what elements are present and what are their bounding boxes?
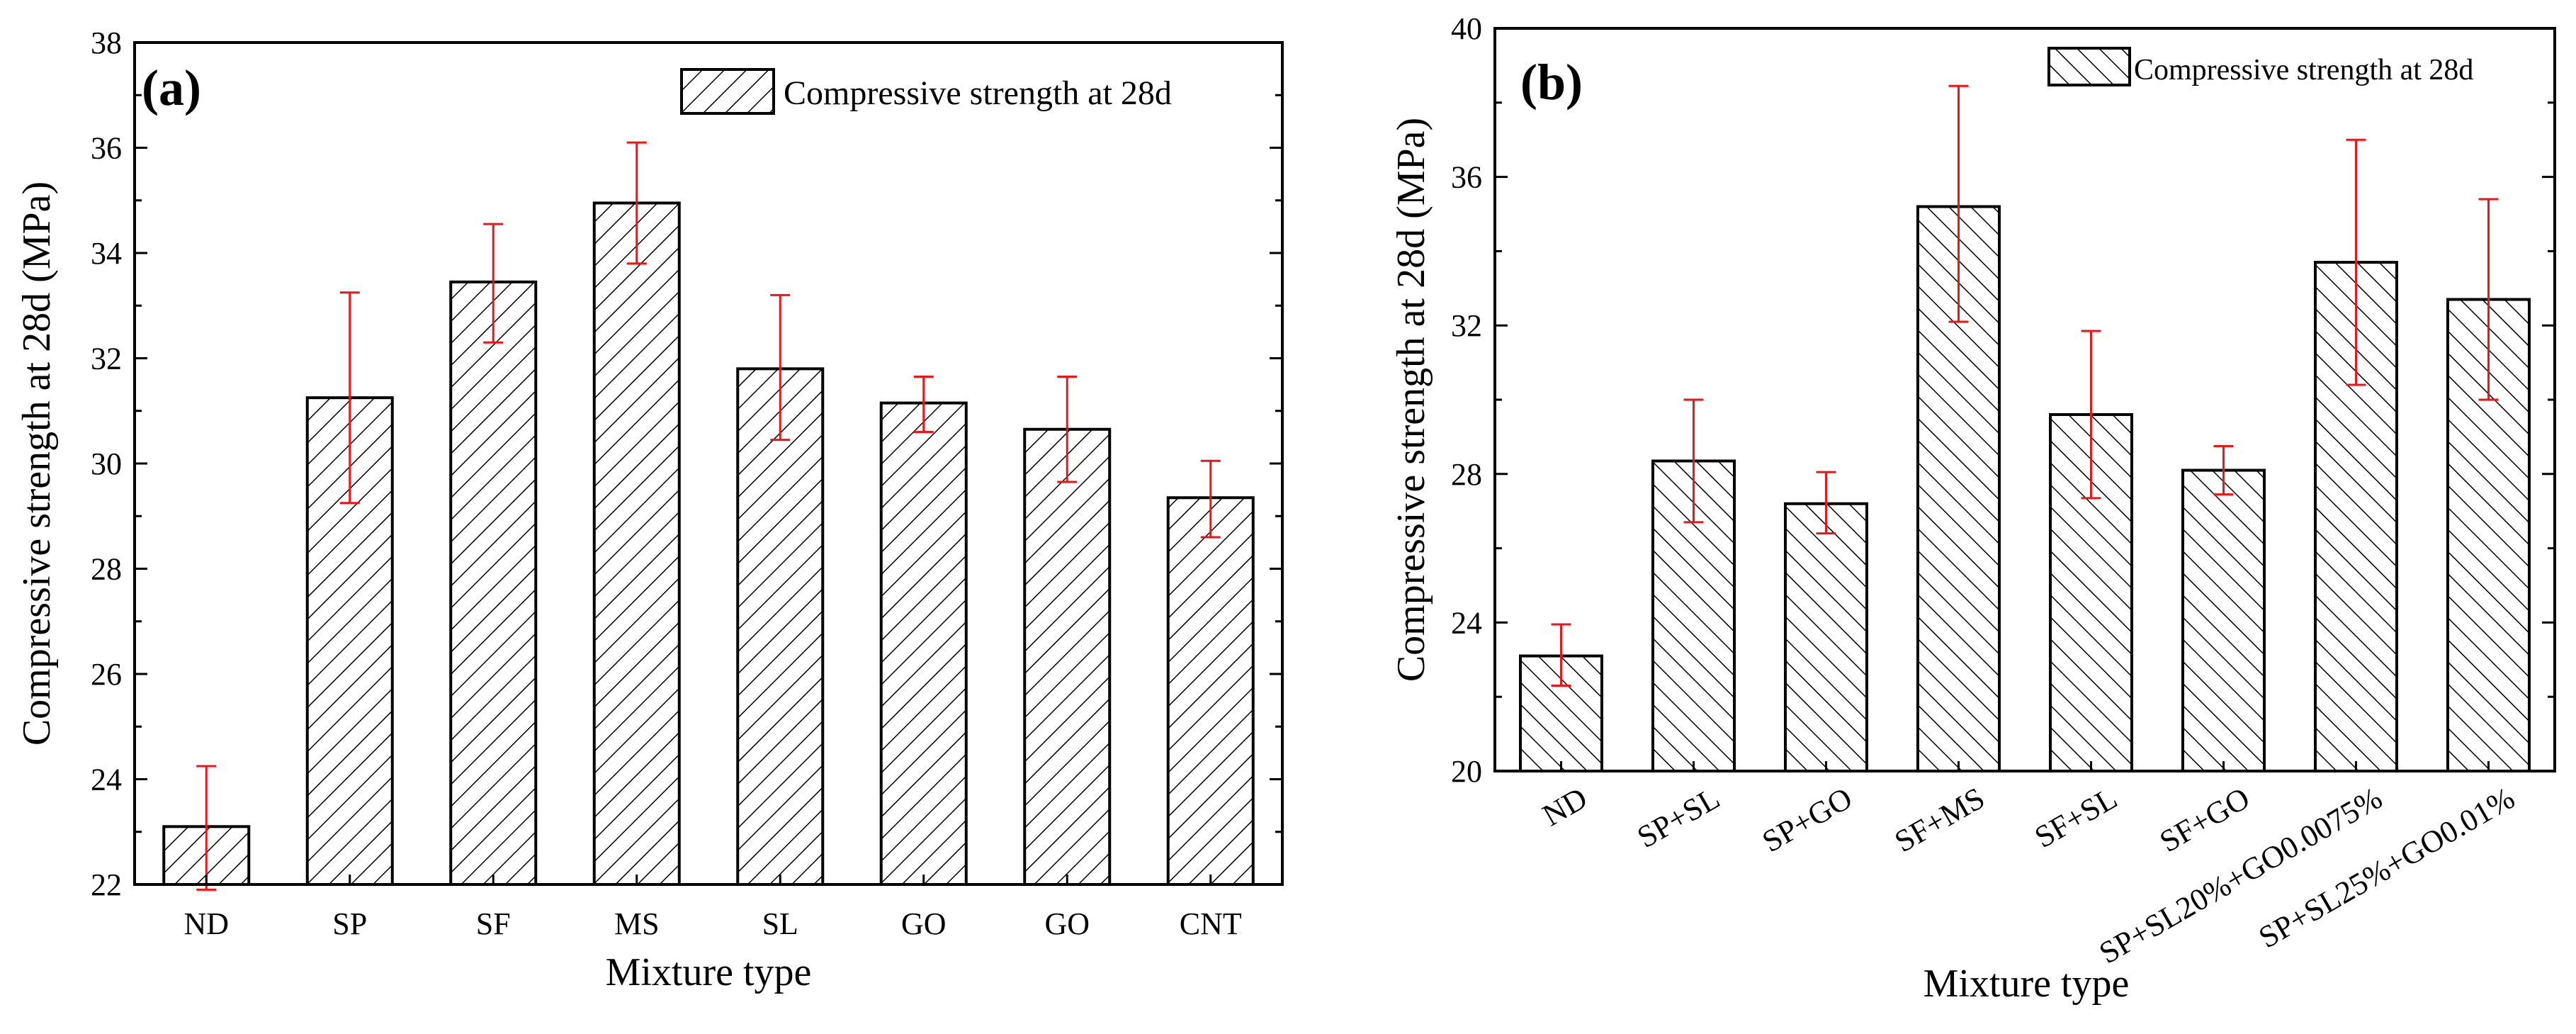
x-tick-label: MS (614, 906, 660, 941)
x-tick-label: SF+GO (2154, 780, 2255, 859)
y-tick-label: 38 (91, 26, 122, 60)
bar (1784, 502, 1868, 772)
plot-frame (133, 41, 1284, 886)
x-tick-label: SF (476, 906, 511, 941)
x-tick-label: ND (1537, 780, 1593, 833)
bar (2181, 468, 2266, 772)
x-tick-label: SP+SL (1632, 780, 1726, 855)
bar (1166, 496, 1255, 886)
x-tick-label: GO (901, 906, 947, 941)
x-tick-label: CNT (1180, 906, 1242, 941)
y-tick-label: 30 (91, 446, 122, 481)
y-tick-label: 36 (91, 131, 122, 166)
bar (736, 367, 825, 886)
x-tick-label: SF+MS (1889, 780, 1990, 859)
x-tick-label: SP+GO (1756, 780, 1858, 859)
bar (1023, 427, 1112, 886)
y-tick-label: 24 (91, 763, 122, 797)
x-tick-label: SL (762, 906, 798, 941)
chart-panel-a: 22 24 26 28 30 32 34 36 38 ND SP SF MS SL GO GO CNT Mixtu… (15, 26, 1284, 994)
y-tick-label: 22 (91, 867, 122, 902)
y-tick-label: 20 (1451, 754, 1482, 789)
x-tick-label: SP (332, 906, 367, 941)
y-tick-label: 32 (1451, 308, 1482, 343)
y-tick-label: 28 (91, 552, 122, 587)
legend-swatch (680, 68, 775, 115)
y-tick-label: 34 (91, 236, 122, 271)
panel-label: (b) (1520, 54, 1583, 111)
x-tick-label: SP+SL25%+GO0.01% (2253, 780, 2521, 955)
legend-swatch (2047, 47, 2131, 86)
y-tick-label: 26 (91, 657, 122, 692)
x-tick-label: ND (183, 906, 229, 941)
x-tick-label: SF+SL (2029, 780, 2123, 855)
x-tick-label: GO (1044, 906, 1090, 941)
bar (592, 201, 681, 886)
y-tick-label: 24 (1451, 605, 1482, 640)
y-tick-label: 32 (91, 342, 122, 376)
y-tick-label: 36 (1451, 160, 1482, 195)
x-axis-title: Mixture type (606, 950, 812, 994)
panel-label: (a) (142, 60, 201, 116)
legend-label: Compressive strength at 28d (784, 74, 1172, 112)
x-axis-title: Mixture type (1923, 962, 2130, 1006)
y-tick-label: 40 (1451, 11, 1482, 46)
chart-panel-b: 20 24 28 32 36 40 ND SP+SL SP+GO SF+MS SF+SL SF+GOS… (1389, 11, 2556, 1006)
legend-label: Compressive strength at 28d (2134, 54, 2473, 86)
y-axis-title: Compressive strength at 28d (MPa) (1389, 118, 1433, 682)
bar (449, 280, 538, 886)
y-axis-title: Compressive strength at 28d (MPa) (15, 181, 59, 746)
y-tick-label: 28 (1451, 457, 1482, 492)
bar (879, 401, 968, 886)
plot-frame (1493, 27, 2556, 772)
